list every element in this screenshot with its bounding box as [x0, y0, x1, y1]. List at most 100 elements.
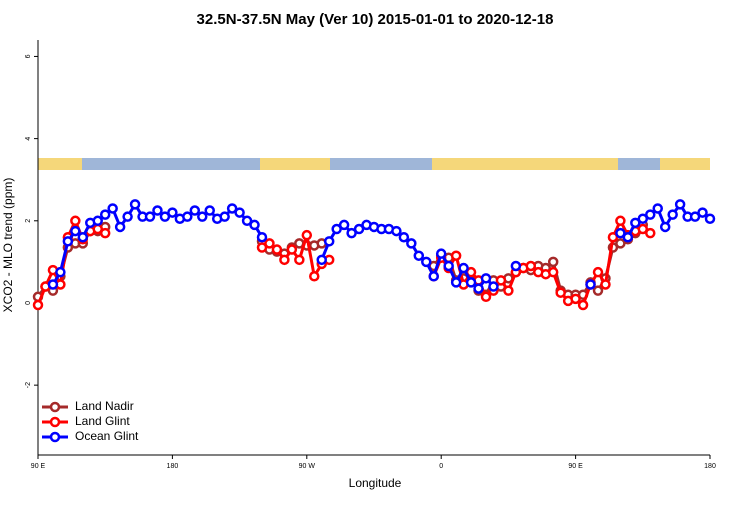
- data-point: [615, 227, 626, 239]
- y-tick-label: 6: [25, 54, 32, 58]
- data-point: [637, 223, 649, 235]
- x-tick-label: 180: [704, 463, 716, 470]
- data-point: [473, 283, 484, 294]
- data-point: [570, 293, 581, 305]
- data-point: [189, 205, 201, 216]
- data-point: [488, 281, 499, 292]
- data-point: [637, 213, 649, 224]
- data-point: [406, 238, 417, 249]
- data-point: [547, 266, 559, 278]
- data-point: [107, 203, 118, 214]
- y-tick-label: 2: [25, 219, 32, 223]
- data-point: [256, 231, 268, 243]
- data-point: [62, 236, 74, 247]
- legend-marker: [49, 416, 61, 428]
- data-point: [249, 219, 260, 231]
- data-point: [144, 211, 156, 222]
- data-point: [346, 227, 357, 239]
- data-point: [480, 291, 492, 303]
- data-point: [555, 287, 566, 298]
- data-point: [55, 266, 66, 278]
- data-point: [92, 215, 103, 227]
- land-strip: [38, 158, 82, 170]
- data-point: [99, 209, 111, 220]
- data-point: [689, 211, 701, 222]
- data-point: [70, 215, 81, 227]
- data-point: [152, 205, 163, 216]
- data-point: [294, 254, 305, 266]
- data-point: [47, 279, 59, 290]
- data-point: [219, 211, 230, 222]
- x-tick-label: 90 E: [568, 463, 583, 470]
- land-strip: [432, 158, 618, 170]
- data-point: [577, 299, 589, 311]
- data-point: [241, 215, 253, 227]
- series: [47, 199, 716, 294]
- x-tick-label: 0: [439, 463, 443, 470]
- data-point: [480, 273, 492, 284]
- data-point: [458, 262, 469, 274]
- data-point: [159, 211, 171, 222]
- land-strip: [260, 158, 330, 170]
- data-point: [615, 215, 626, 227]
- data-point: [204, 205, 215, 216]
- land-ocean-strip: [38, 158, 710, 170]
- data-point: [465, 277, 477, 288]
- series: [32, 219, 649, 303]
- data-point: [443, 260, 454, 272]
- data-point: [167, 207, 178, 218]
- data-point: [323, 236, 335, 247]
- data-point: [421, 256, 432, 268]
- data-point: [301, 229, 313, 241]
- data-point: [316, 254, 327, 266]
- data-point: [256, 242, 268, 253]
- x-tick-label: 90 W: [299, 463, 316, 470]
- data-point: [32, 299, 44, 311]
- data-point: [398, 231, 410, 243]
- data-point: [495, 275, 507, 286]
- data-point: [615, 238, 626, 249]
- data-point: [547, 256, 559, 268]
- data-point: [585, 279, 596, 290]
- data-point: [114, 221, 126, 233]
- data-point: [197, 211, 208, 222]
- data-point: [331, 223, 342, 235]
- data-point: [286, 244, 298, 255]
- legend-marker: [49, 431, 61, 443]
- x-tick-label: 90 E: [31, 463, 46, 470]
- data-point: [510, 260, 522, 272]
- y-tick-label: 0: [25, 301, 32, 305]
- data-point: [279, 254, 290, 266]
- legend-label: Land Glint: [75, 414, 130, 428]
- land-strip: [660, 158, 710, 170]
- data-point: [309, 271, 320, 282]
- data-point: [99, 227, 111, 239]
- data-point: [607, 231, 619, 243]
- x-tick-label: 180: [167, 463, 179, 470]
- data-point: [435, 248, 447, 259]
- data-point: [77, 231, 89, 243]
- y-tick-label: 4: [25, 137, 32, 141]
- data-point: [226, 203, 238, 214]
- data-point: [622, 231, 634, 243]
- chart-title: 32.5N-37.5N May (Ver 10) 2015-01-01 to 2…: [197, 11, 554, 28]
- data-point: [503, 285, 514, 296]
- legend-label: Land Nadir: [75, 399, 134, 413]
- x-axis-label: Longitude: [349, 476, 402, 490]
- data-point: [450, 250, 462, 261]
- data-point: [271, 244, 283, 255]
- data-point: [697, 207, 708, 218]
- data-point: [129, 199, 141, 210]
- legend-label: Ocean Glint: [75, 429, 139, 443]
- data-point: [592, 266, 604, 278]
- data-point: [674, 199, 686, 210]
- y-axis-label: XCO2 - MLO trend (ppm): [1, 178, 15, 313]
- data-point: [704, 213, 716, 224]
- data-point: [645, 227, 656, 239]
- data-point: [525, 260, 537, 272]
- legend-marker: [49, 401, 61, 413]
- data-point: [264, 238, 275, 249]
- data-point: [667, 209, 678, 220]
